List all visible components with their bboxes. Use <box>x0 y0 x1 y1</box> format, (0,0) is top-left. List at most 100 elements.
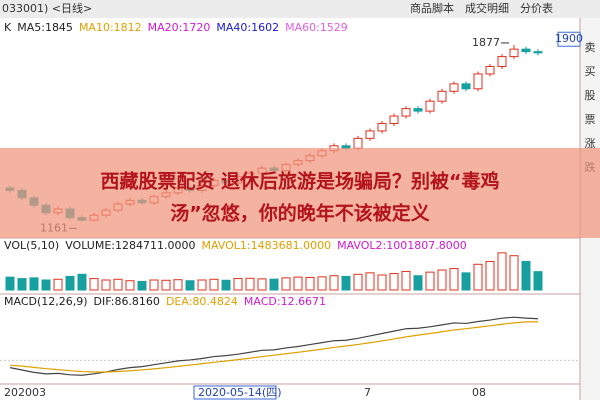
indicator-label: MA60:1529 <box>285 21 348 34</box>
candle-body <box>377 122 387 132</box>
volume-bar <box>233 278 243 291</box>
candle-body <box>437 90 447 102</box>
x-tick-label: 7 <box>364 386 371 399</box>
candle-body <box>449 83 459 92</box>
volume-bar <box>185 280 195 291</box>
indicator-label: VOLUME:1284711.0000 <box>65 239 195 252</box>
indicator-label: DIF:86.8160 <box>94 295 160 308</box>
volume-bar <box>425 271 435 291</box>
candle-body <box>533 51 543 54</box>
volume-bar <box>89 278 99 291</box>
volume-bar <box>53 278 63 291</box>
volume-bar <box>257 278 267 291</box>
candle-body <box>461 83 471 90</box>
indicator-label: MA5:1845 <box>17 21 73 34</box>
volume-bar <box>5 276 15 291</box>
x-tick-label: 202003 <box>4 386 46 399</box>
volume-bar <box>29 277 39 291</box>
candle-body <box>401 108 411 117</box>
volume-bar <box>101 279 111 291</box>
y-tick-label: 1900 <box>555 32 583 45</box>
volume-bar <box>281 277 291 291</box>
volume-bar <box>17 278 27 291</box>
volume-bar <box>317 276 327 291</box>
volume-bar <box>125 280 135 291</box>
tab[interactable]: 分价表 <box>520 1 553 15</box>
indicator-label: MA20:1720 <box>148 21 211 34</box>
header-bar <box>0 0 600 18</box>
macd-line <box>9 321 539 373</box>
candle-body <box>341 145 351 149</box>
indicator-label: MA10:1812 <box>79 21 142 34</box>
indicator-label: MA40:1602 <box>216 21 279 34</box>
volume-bar <box>461 272 471 291</box>
volume-bar <box>113 278 123 291</box>
sidebar-button[interactable]: 股 <box>585 89 596 102</box>
candle-body <box>473 73 483 90</box>
volume-bar <box>401 270 411 291</box>
volume-bar <box>497 252 507 291</box>
candle-body <box>353 137 363 149</box>
candle-body <box>365 130 375 139</box>
sidebar-button[interactable]: 卖 <box>585 41 596 54</box>
volume-bar <box>389 273 399 291</box>
y-tick-box <box>557 31 581 47</box>
volume-bar <box>161 279 171 291</box>
volume-bar <box>413 275 423 291</box>
tab[interactable]: 商品脚本 <box>410 1 454 15</box>
indicator-label: MAVOL1:1483681.0000 <box>201 239 331 252</box>
volume-bar <box>197 279 207 291</box>
candle-body <box>509 48 519 58</box>
indicator-label: DEA:80.4824 <box>166 295 238 308</box>
volume-bar <box>41 279 51 291</box>
volume-bar <box>437 269 447 291</box>
volume-bar <box>377 274 387 291</box>
sidebar-button[interactable]: 买 <box>585 65 596 78</box>
sidebar-button[interactable]: 涨 <box>585 137 596 150</box>
banner-text: 汤”忽悠，你的晚年不该被定义 <box>170 202 430 225</box>
volume-bar <box>293 276 303 291</box>
volume-bar <box>521 260 531 291</box>
indicator-label: K <box>4 21 12 34</box>
annotation: 1877 <box>472 36 500 49</box>
candle-body <box>425 100 435 112</box>
x-label-box <box>193 385 277 400</box>
volume-bar <box>173 279 183 291</box>
volume-bar <box>353 273 363 291</box>
banner-text: 西藏股票配资 退休后旅游是场骗局？别被“毒鸡 <box>100 170 499 193</box>
volume-bar <box>329 275 339 291</box>
indicator-label: MACD:12.6671 <box>244 295 326 308</box>
candle-body <box>497 56 507 67</box>
volume-bar <box>245 277 255 291</box>
volume-bar <box>221 279 231 291</box>
indicator-label: MAVOL2:1001807.8000 <box>337 239 467 252</box>
volume-bar <box>485 260 495 291</box>
volume-bar <box>365 272 375 291</box>
sidebar-button[interactable]: 票 <box>585 113 596 126</box>
volume-bar <box>449 268 459 291</box>
candle-body <box>521 48 531 53</box>
volume-bar <box>65 275 75 291</box>
tab[interactable]: 成交明细 <box>465 1 509 15</box>
candle-body <box>485 65 495 75</box>
volume-bar <box>305 276 315 291</box>
volume-bar <box>209 278 219 291</box>
banner-background <box>0 148 600 238</box>
candle-body <box>413 108 423 112</box>
volume-bar <box>341 275 351 291</box>
volume-bar <box>137 280 147 291</box>
volume-bar <box>533 271 543 291</box>
volume-bar <box>509 255 519 291</box>
volume-bar <box>149 279 159 291</box>
volume-bar <box>473 263 483 291</box>
volume-bar <box>77 273 87 291</box>
x-tick-label: 2020-05-14(四) <box>198 386 282 399</box>
indicator-label: VOL(5,10) <box>4 239 59 252</box>
macd-line <box>9 316 539 376</box>
header-title: 033001) <日线> <box>2 1 92 15</box>
indicator-label: MACD(12,26,9) <box>4 295 88 308</box>
candle-body <box>389 115 399 124</box>
volume-bar <box>269 278 279 291</box>
